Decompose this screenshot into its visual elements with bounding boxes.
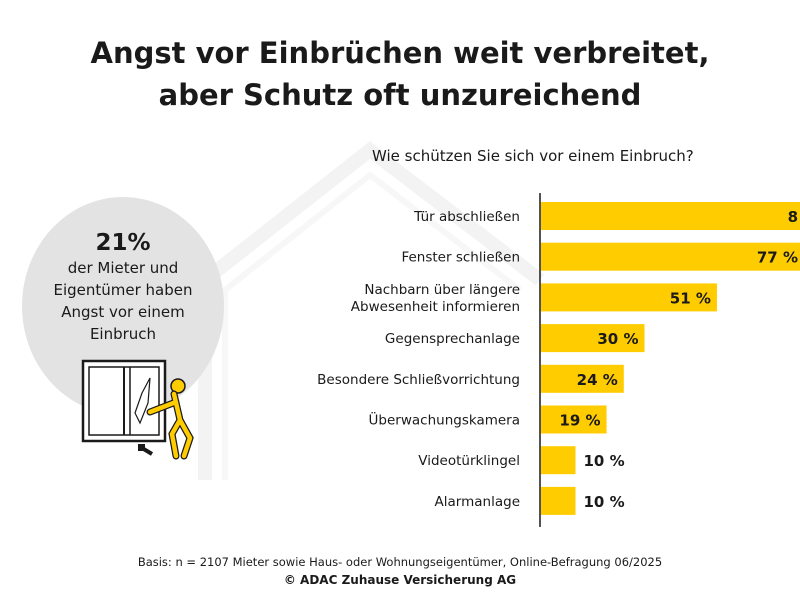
bar bbox=[541, 446, 576, 475]
bar bbox=[541, 283, 717, 312]
value-label: 8 bbox=[788, 208, 798, 226]
category-label: Abwesenheit informieren bbox=[351, 299, 520, 315]
footer-copyright: © ADAC Zuhause Versicherung AG bbox=[283, 573, 517, 587]
title-line-2: aber Schutz oft unzureichend bbox=[158, 78, 642, 112]
category-label: Alarmanlage bbox=[435, 494, 520, 510]
page-title: Angst vor Einbrüchen weit verbreitet, ab… bbox=[0, 32, 800, 116]
value-label: 24 % bbox=[577, 371, 618, 389]
footer-basis: Basis: n = 2107 Mieter sowie Haus- oder … bbox=[137, 555, 663, 569]
bar bbox=[541, 324, 645, 353]
value-label: 19 % bbox=[559, 412, 600, 430]
callout-line: Einbruch bbox=[89, 325, 157, 343]
burglar-window-icon bbox=[81, 359, 194, 460]
title-line-1: Angst vor Einbrüchen weit verbreitet, bbox=[90, 36, 710, 70]
value-label: 77 % bbox=[757, 249, 798, 267]
bar bbox=[541, 242, 800, 271]
category-label: Fenster schließen bbox=[401, 250, 520, 266]
bar bbox=[541, 486, 576, 515]
bar bbox=[541, 364, 624, 393]
chart-title: Wie schützen Sie sich vor einem Einbruch… bbox=[372, 147, 694, 165]
category-label: Überwachungskamera bbox=[369, 411, 520, 429]
value-label: 10 % bbox=[584, 493, 625, 511]
value-label: 30 % bbox=[597, 330, 638, 348]
callout-line: Eigentümer haben bbox=[53, 281, 193, 299]
callout-text: 21% der Mieter und Eigentümer haben Angs… bbox=[22, 229, 224, 345]
category-label: Videotürklingel bbox=[418, 453, 520, 469]
footer: Basis: n = 2107 Mieter sowie Haus- oder … bbox=[0, 553, 800, 589]
category-label: Nachbarn über längere bbox=[364, 282, 520, 298]
callout-percent: 21% bbox=[95, 230, 151, 256]
value-label: 51 % bbox=[670, 289, 711, 307]
callout-line: Angst vor einem bbox=[61, 303, 185, 321]
bar bbox=[541, 202, 800, 230]
bar bbox=[541, 405, 607, 434]
category-label: Tür abschließen bbox=[413, 209, 520, 225]
callout-line: der Mieter und bbox=[67, 259, 179, 277]
category-label: Gegensprechanlage bbox=[385, 331, 520, 347]
category-label: Besondere Schließvorrichtung bbox=[317, 372, 520, 388]
value-label: 10 % bbox=[584, 452, 625, 470]
